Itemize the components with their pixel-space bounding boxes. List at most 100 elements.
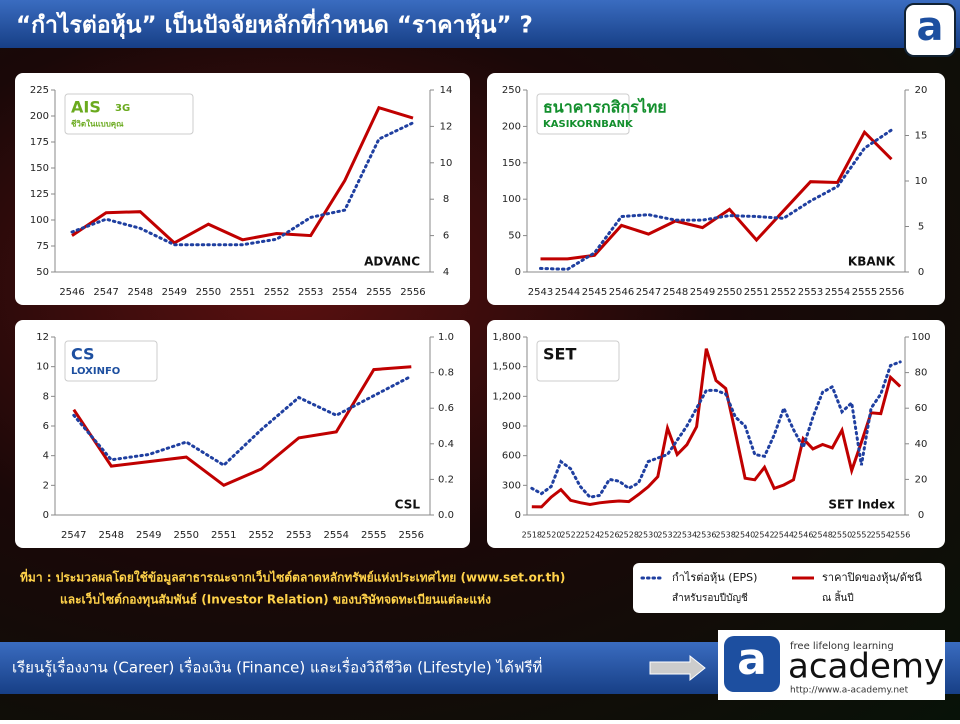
x-tick-label: 2551 xyxy=(744,287,769,298)
x-tick-label: 2555 xyxy=(361,530,386,541)
y-tick-label: 175 xyxy=(30,137,49,148)
x-tick-label: 2554 xyxy=(871,531,891,540)
series-line xyxy=(71,105,414,245)
legend-label: ราคาปิดของหุ้น/ดัชนี xyxy=(822,571,922,584)
y2-tick-label: 0.6 xyxy=(438,403,454,414)
x-tick-label: 2547 xyxy=(93,287,118,298)
x-tick-label: 2540 xyxy=(735,531,755,540)
x-tick-label: 2549 xyxy=(162,287,187,298)
x-tick-label: 2551 xyxy=(230,287,255,298)
logo: a xyxy=(917,4,944,50)
x-tick-label: 2550 xyxy=(832,531,852,540)
y-tick-label: 150 xyxy=(502,158,521,169)
x-tick-label: 2552 xyxy=(264,287,289,298)
company-logo-text: ชีวิตในแบบคุณ xyxy=(71,119,124,130)
chart-label: CSL xyxy=(395,498,421,512)
x-tick-label: 2556 xyxy=(400,287,425,298)
x-tick-label: 2545 xyxy=(582,287,607,298)
x-tick-label: 2518 xyxy=(522,531,542,540)
y2-tick-label: 8 xyxy=(443,194,449,205)
x-tick-label: 2548 xyxy=(663,287,688,298)
y2-tick-label: 0.2 xyxy=(438,474,454,485)
y2-tick-label: 100 xyxy=(911,332,930,343)
x-tick-label: 2530 xyxy=(638,531,658,540)
y-tick-label: 250 xyxy=(502,85,521,96)
y-tick-label: 75 xyxy=(36,241,49,252)
x-tick-label: 2526 xyxy=(599,531,619,540)
company-logo-text: 3G xyxy=(115,103,130,114)
legend-label: กำไรต่อหุ้น (EPS) xyxy=(672,571,757,584)
x-tick-label: 2524 xyxy=(580,531,600,540)
y2-tick-label: 0 xyxy=(918,267,924,278)
x-tick-label: 2553 xyxy=(798,287,823,298)
y2-tick-label: 60 xyxy=(915,403,928,414)
x-tick-label: 2544 xyxy=(555,287,580,298)
y-tick-label: 125 xyxy=(30,189,49,200)
y-tick-label: 900 xyxy=(502,421,521,432)
x-tick-label: 2552 xyxy=(851,531,871,540)
arrow xyxy=(649,654,706,682)
company-logo-text: SET xyxy=(543,345,576,364)
x-tick-label: 2549 xyxy=(690,287,715,298)
logo-box xyxy=(536,93,630,135)
y2-tick-label: 0.0 xyxy=(438,510,454,521)
y-tick-label: 600 xyxy=(502,451,521,462)
logo-box xyxy=(64,93,194,135)
x-tick-label: 2556 xyxy=(879,287,904,298)
x-tick-label: 2554 xyxy=(324,530,349,541)
footer-text: เรียนรู้เรื่องงาน (Career) เรื่องเงิน (F… xyxy=(12,657,542,677)
x-tick-label: 2547 xyxy=(61,530,86,541)
y-tick-label: 1,800 xyxy=(492,332,521,343)
company-logo-text: ธนาคารกสิกรไทย xyxy=(543,98,667,117)
source-line: และเว็บไซต์กองทุนสัมพันธ์ (Investor Rela… xyxy=(60,592,491,608)
chart-label: SET Index xyxy=(828,498,895,512)
x-tick-label: 2554 xyxy=(825,287,850,298)
y-tick-label: 1,500 xyxy=(492,362,521,373)
y2-tick-label: 15 xyxy=(915,131,928,142)
x-tick-label: 2548 xyxy=(812,531,832,540)
x-tick-label: 2554 xyxy=(332,287,357,298)
y-tick-label: 0 xyxy=(515,267,521,278)
x-tick-label: 2532 xyxy=(657,531,677,540)
series-line xyxy=(70,121,415,247)
title: “กำไรต่อหุ้น” เป็นปัจจัยหลักที่กำหนด “รา… xyxy=(16,8,533,40)
x-tick-label: 2548 xyxy=(128,287,153,298)
x-tick-label: 2546 xyxy=(793,531,813,540)
y-tick-label: 150 xyxy=(30,163,49,174)
y2-tick-label: 10 xyxy=(915,176,928,187)
x-tick-label: 2536 xyxy=(696,531,716,540)
logo-box xyxy=(64,340,158,382)
x-tick-label: 2550 xyxy=(196,287,221,298)
x-tick-label: 2553 xyxy=(286,530,311,541)
y-tick-label: 1,200 xyxy=(492,391,521,402)
y-tick-label: 8 xyxy=(43,391,49,402)
x-tick-label: 2552 xyxy=(771,287,796,298)
x-tick-label: 2520 xyxy=(541,531,561,540)
chart-label: ADVANC xyxy=(364,255,420,269)
source-line: ที่มา : ประมวลผลโดยใช้ข้อมูลสาธารณะจากเว… xyxy=(20,569,565,586)
y2-tick-label: 5 xyxy=(918,222,924,233)
y-tick-label: 200 xyxy=(502,121,521,132)
y2-tick-label: 10 xyxy=(440,158,453,169)
y-tick-label: 100 xyxy=(502,194,521,205)
y2-tick-label: 0 xyxy=(918,510,924,521)
y-tick-label: 2 xyxy=(43,480,49,491)
x-tick-label: 2556 xyxy=(890,531,910,540)
x-tick-label: 2553 xyxy=(298,287,323,298)
brand-name: academy xyxy=(788,647,944,687)
y-tick-label: 225 xyxy=(30,85,49,96)
y2-tick-label: 80 xyxy=(915,368,928,379)
brand-icon: a xyxy=(737,634,767,685)
x-tick-label: 2544 xyxy=(774,531,794,540)
legend-box xyxy=(633,563,945,613)
x-tick-label: 2551 xyxy=(211,530,236,541)
x-tick-label: 2549 xyxy=(136,530,161,541)
y-tick-label: 50 xyxy=(36,267,49,278)
x-tick-label: 2555 xyxy=(852,287,877,298)
x-tick-label: 2556 xyxy=(399,530,424,541)
logo-box xyxy=(536,340,620,382)
brand-icon-box xyxy=(724,636,780,692)
y-tick-label: 300 xyxy=(502,480,521,491)
company-logo-text: AIS xyxy=(71,98,101,117)
